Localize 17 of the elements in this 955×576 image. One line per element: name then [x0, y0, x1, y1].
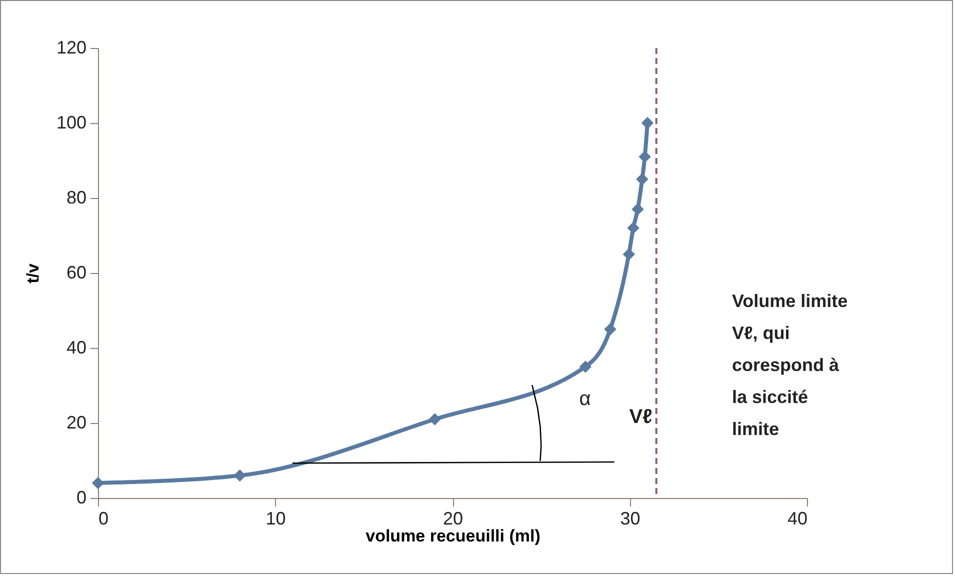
y-tick-label: 80 — [66, 188, 86, 208]
y-tick-label: 60 — [66, 262, 86, 282]
ref-line-label: Vℓ — [629, 406, 653, 428]
x-tick-label: 20 — [442, 508, 464, 528]
y-tick-label: 20 — [66, 412, 86, 432]
y-axis-title: t/v — [23, 263, 42, 284]
y-tick-label: 100 — [56, 112, 86, 132]
x-tick-label: 40 — [787, 508, 808, 528]
y-tick-label: 40 — [66, 338, 86, 358]
x-tick-label: 0 — [98, 508, 109, 528]
annotation: Volume limite Vℓ, qui corespond à la siccité limite — [732, 291, 848, 439]
x-tick-label: 30 — [620, 508, 640, 528]
y-tick-label: 120 — [56, 38, 86, 58]
x-axis-title: volume recueuilli (ml) — [366, 526, 540, 546]
y-tick-label: 0 — [76, 488, 86, 508]
annotation: α — [579, 388, 591, 410]
x-tick-label: 10 — [266, 508, 286, 528]
